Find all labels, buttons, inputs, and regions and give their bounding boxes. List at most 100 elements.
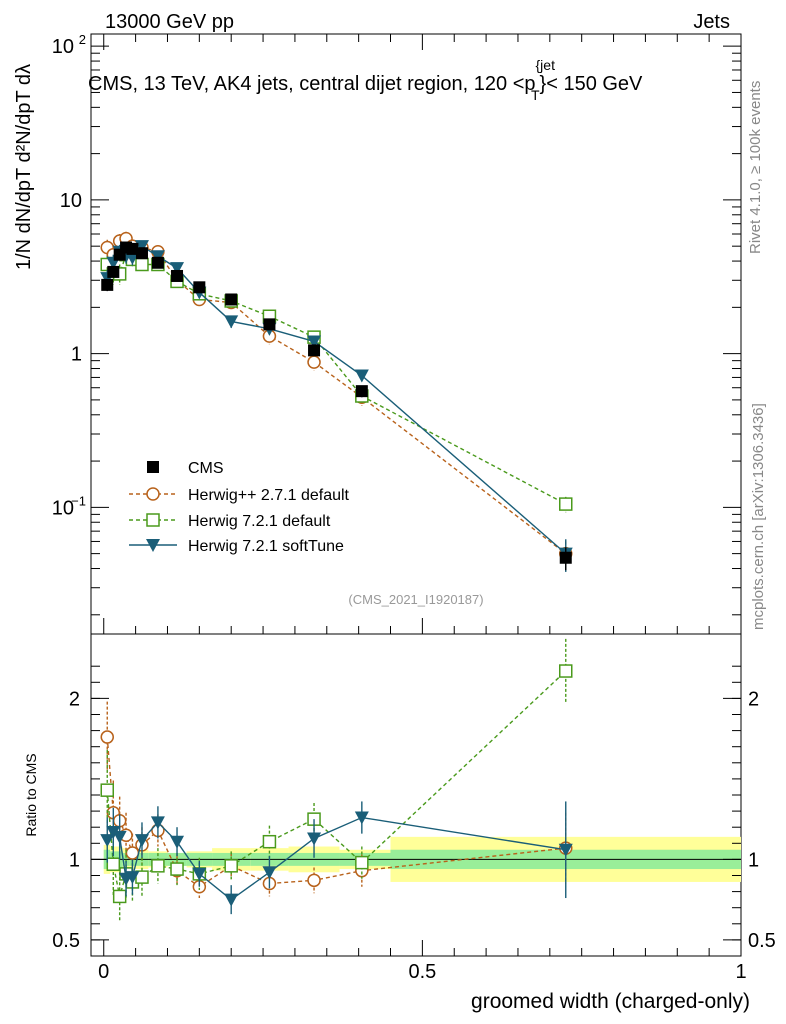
ratio-line: [106, 736, 566, 888]
legend-item: Herwig 7.2.1 default: [129, 513, 331, 530]
legend-marker: [146, 539, 160, 552]
mcplots-label: mcplots.cern.ch [arXiv:1306.3436]: [750, 403, 767, 630]
data-point: [101, 278, 114, 291]
plot-title-end: }< 150 GeV: [540, 73, 644, 95]
ratio-point: [170, 835, 185, 849]
ratio-point: [100, 783, 114, 797]
data-point: [354, 369, 369, 383]
data-point: [125, 251, 140, 265]
data-point: [307, 355, 321, 369]
data-point: [225, 293, 238, 306]
data-point: [224, 315, 239, 329]
ratio-tick-label-right: 0.5: [748, 930, 776, 952]
data-point: [135, 247, 148, 260]
ratio-point: [307, 832, 322, 846]
data-point: [193, 281, 206, 294]
data-point: [263, 318, 276, 331]
data-point: [135, 257, 149, 272]
ratio-point: [192, 867, 207, 881]
ratio-line: [106, 670, 567, 897]
ratio-point: [112, 889, 127, 904]
ratio-tick-label-right: 2: [748, 688, 759, 710]
y-axis-label-text: 1/N dN/dpT d²N/dpT dλ: [13, 64, 35, 270]
legend-item: CMS: [147, 460, 224, 477]
data-point: [134, 240, 149, 254]
ratio-point: [100, 834, 115, 848]
data-point: [107, 265, 120, 278]
legend-label: Herwig++ 2.7.1 default: [188, 487, 350, 504]
plot-title-sub: T: [531, 87, 540, 103]
ratio-series-3: [100, 801, 573, 915]
energy-label: 13000 GeV pp: [105, 11, 234, 33]
ratio-point: [150, 816, 165, 830]
data-point: [126, 242, 139, 255]
ratio-tick-label-left: 1: [69, 849, 80, 871]
data-point: [150, 250, 165, 264]
ratio-line: [106, 816, 566, 901]
ratio-point: [100, 730, 114, 744]
legend: CMS Herwig++ 2.7.1 default Herwig 7.2.1 de…: [129, 460, 350, 555]
y-tick-label: 10: [52, 497, 74, 519]
legend-marker: [146, 487, 160, 501]
y-tick-exponent: 2: [79, 32, 86, 47]
plot-title: CMS, 13 TeV, AK4 jets, central dijet reg…: [88, 57, 643, 103]
ratio-point: [224, 859, 238, 873]
x-tick-label: 0.5: [408, 961, 436, 983]
upper-series-group: [100, 231, 573, 572]
ratio-point: [224, 893, 239, 907]
category-label: Jets: [693, 11, 730, 33]
series-line: [106, 253, 567, 505]
legend-marker: [146, 513, 160, 527]
ratio-point: [558, 843, 573, 857]
analysis-id: (CMS_2021_I1920187): [348, 592, 483, 607]
data-point: [308, 344, 321, 357]
ratio-point: [151, 859, 165, 873]
data-point: [307, 335, 322, 349]
ratio-point: [170, 862, 184, 876]
legend-item: Herwig++ 2.7.1 default: [129, 487, 350, 504]
y-axis-label-upper: 1/N dN/dpT d²N/dpT dλ: [13, 64, 35, 270]
ratio-point: [262, 866, 277, 880]
x-axis-label: groomed width (charged-only): [471, 990, 750, 1013]
data-point: [151, 256, 164, 269]
ratio-point: [354, 811, 369, 825]
series-3: [100, 240, 573, 572]
y-tick-exponent: −1: [71, 493, 86, 508]
ratio-point: [106, 826, 121, 840]
ratio-point: [307, 873, 321, 888]
ratio-point: [355, 855, 369, 870]
legend-item: Herwig 7.2.1 softTune: [129, 538, 344, 555]
series-line: [106, 245, 567, 555]
y-tick-label: 1: [71, 344, 82, 366]
series-line: [106, 237, 567, 555]
ratio-point: [134, 834, 149, 848]
ratio-series-group: [100, 638, 573, 921]
x-tick-label: 0: [98, 961, 109, 983]
rivet-label: Rivet 4.1.0, ≥ 100k events: [747, 81, 764, 254]
ratio-tick-label-left: 0.5: [52, 930, 80, 952]
plot-title-sup: {jet: [536, 57, 556, 73]
legend-label: CMS: [188, 460, 224, 477]
y-tick-label: 10: [52, 36, 74, 58]
legend-label: Herwig 7.2.1 softTune: [188, 538, 344, 555]
svg-text:1/N dN/dpT d²N/dpT dλ: 1/N dN/dpT d²N/dpT dλ: [13, 64, 35, 270]
ratio-panel-frame: [90, 633, 742, 957]
ratio-point: [125, 871, 140, 885]
legend-marker: [147, 461, 159, 473]
ratio-point: [559, 664, 573, 678]
data-point: [559, 551, 572, 564]
ratio-point: [106, 857, 121, 871]
ratio-point: [112, 830, 127, 844]
series-0: [101, 241, 572, 571]
y-axis-label-ratio: Ratio to CMS: [23, 753, 39, 836]
data-point: [559, 497, 573, 511]
ratio-tick-label-right: 1: [748, 849, 759, 871]
ratio-tick-label-left: 2: [69, 688, 80, 710]
series-2: [100, 247, 573, 513]
ratio-point: [262, 834, 277, 849]
data-point: [120, 241, 133, 254]
data-point: [355, 385, 368, 398]
x-tick-label: 1: [735, 961, 746, 983]
